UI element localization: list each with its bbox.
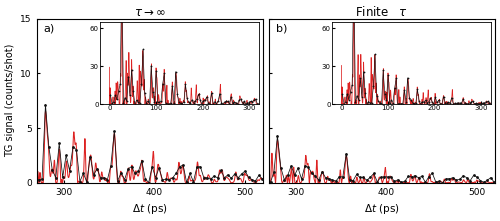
X-axis label: $\Delta t$ (ps): $\Delta t$ (ps)	[364, 202, 400, 216]
Title: $\tau \rightarrow \infty$: $\tau \rightarrow \infty$	[134, 6, 166, 19]
Text: b): b)	[276, 24, 287, 34]
X-axis label: $\Delta t$ (ps): $\Delta t$ (ps)	[132, 202, 168, 216]
Title: Finite   $\tau$: Finite $\tau$	[356, 5, 408, 19]
Text: a): a)	[44, 24, 55, 34]
Y-axis label: TG signal (counts/shot): TG signal (counts/shot)	[5, 44, 15, 158]
